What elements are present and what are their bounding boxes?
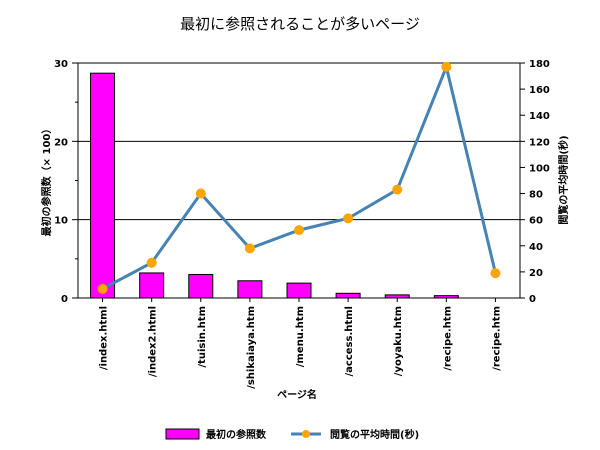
category-label: /recipe.htm	[491, 306, 502, 371]
line-point	[343, 213, 354, 224]
right-axis-label: 閲覧の平均時間(秒)	[557, 135, 570, 224]
category-label: /menu.htm	[295, 306, 306, 367]
category-label: /index.html	[99, 306, 110, 370]
right-axis-ticks: 0 20 40 60 80 100 120 140 160 180	[520, 59, 550, 305]
bar	[188, 274, 214, 299]
category-label: /recipe.htm	[442, 306, 453, 371]
legend: 最初の参照数 閲覧の平均時間(秒)	[165, 428, 419, 441]
legend-line-label: 閲覧の平均時間(秒)	[330, 428, 419, 441]
category-labels: /index.html/index2.html/tuisin.htm/shika…	[99, 298, 502, 389]
chart-title: 最初に参照されることが多いページ	[180, 15, 420, 33]
legend-bar-swatch	[165, 428, 200, 440]
line-point	[294, 225, 304, 236]
category-label: /yoyaku.htm	[393, 306, 404, 376]
right-tick-label: 80	[529, 190, 543, 201]
left-tick-label: 30	[54, 59, 68, 70]
right-tick-label: 120	[529, 137, 550, 148]
right-tick-label: 160	[529, 85, 550, 96]
legend-line-marker	[302, 430, 310, 438]
left-tick-label: 0	[61, 294, 68, 305]
line-point	[392, 184, 403, 195]
category-label: /shikaiaya.htm	[246, 306, 257, 389]
bar	[286, 282, 312, 299]
left-axis-ticks: 0 10 20 30	[54, 59, 78, 305]
bar	[237, 280, 263, 299]
right-tick-label: 20	[529, 268, 543, 279]
line-series	[97, 61, 501, 294]
bar	[335, 292, 361, 299]
category-label: /access.html	[344, 306, 355, 377]
category-label: /index2.html	[148, 306, 159, 377]
bar	[90, 72, 116, 299]
legend-bar-label: 最初の参照数	[206, 428, 267, 441]
right-tick-label: 100	[529, 163, 550, 174]
left-tick-label: 10	[54, 216, 68, 227]
gridlines	[78, 62, 520, 221]
right-tick-label: 140	[529, 111, 550, 122]
category-label: /tuisin.htm	[197, 306, 208, 368]
left-axis-label: 最初の参照数（× 100）	[40, 124, 53, 237]
series-line	[101, 61, 497, 291]
line-point	[146, 257, 157, 268]
right-tick-label: 0	[529, 294, 536, 305]
x-axis-label: ページ名	[277, 388, 317, 401]
right-tick-label: 40	[529, 242, 543, 253]
left-tick-label: 20	[54, 137, 68, 148]
right-tick-label: 60	[529, 216, 543, 227]
bar-series	[90, 72, 459, 299]
line-point	[97, 283, 108, 294]
line-point	[195, 188, 206, 199]
line-point	[441, 61, 452, 72]
right-tick-label: 180	[529, 59, 550, 70]
line-point	[244, 243, 255, 254]
line-point	[490, 268, 501, 279]
bar	[139, 272, 165, 299]
